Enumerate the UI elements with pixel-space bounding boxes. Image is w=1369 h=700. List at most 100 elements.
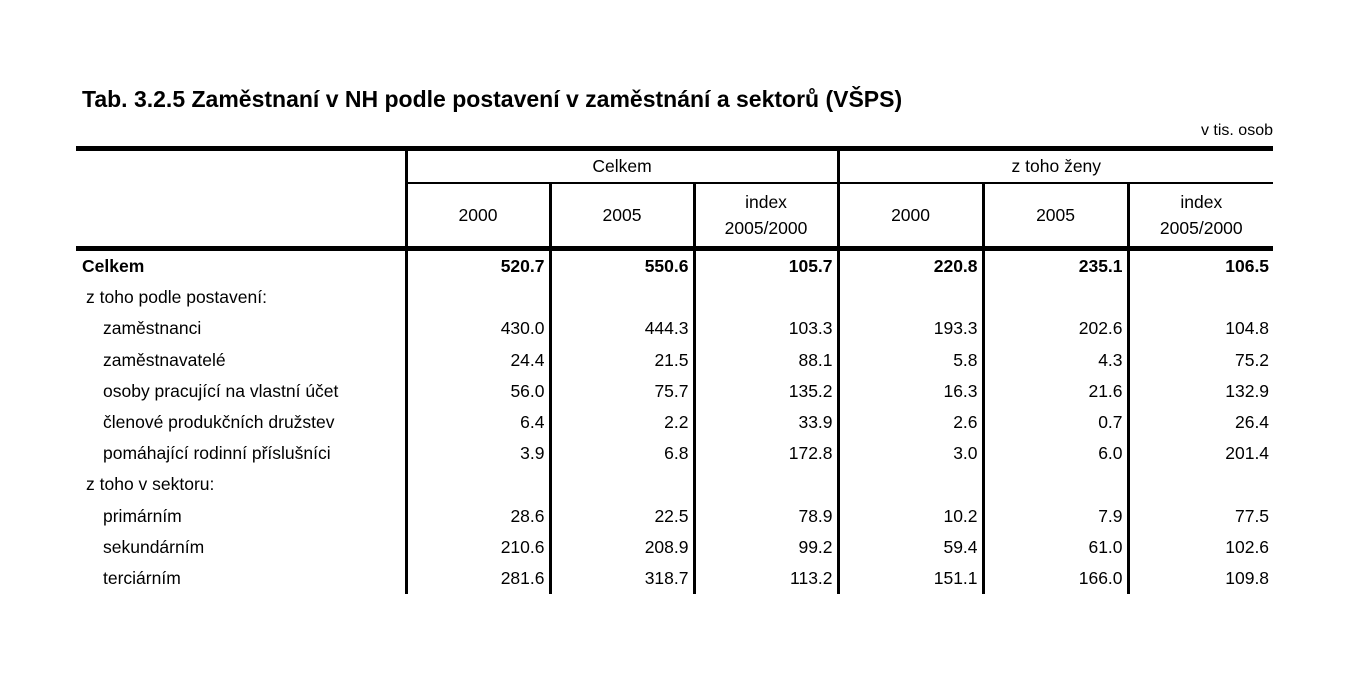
table-row: z toho v sektoru: xyxy=(76,469,1274,501)
cell-value xyxy=(548,469,694,501)
row-label: sekundárním xyxy=(103,536,205,557)
cell-value xyxy=(692,469,839,501)
cell-value xyxy=(548,282,694,314)
group-header-celkem: Celkem xyxy=(404,146,839,184)
cell-value: 61.0 xyxy=(981,531,1129,563)
cell-value: 21.6 xyxy=(981,375,1129,407)
cell-value: 220.8 xyxy=(836,248,984,283)
cell-value: 109.8 xyxy=(1126,562,1274,595)
cell-value: 113.2 xyxy=(692,562,839,595)
cell-value: 103.3 xyxy=(692,313,839,345)
cell-value xyxy=(692,282,839,314)
row-label: terciárním xyxy=(103,567,181,588)
table-row: terciárním 281.6 318.7 113.2 151.1 166.0 109.8 xyxy=(76,562,1274,595)
cell-value: 77.5 xyxy=(1126,500,1274,532)
cell-value: 151.1 xyxy=(836,562,984,595)
cell-value xyxy=(1126,469,1274,501)
group-header-zeny: z toho ženy xyxy=(836,146,1274,184)
cell-value: 56.0 xyxy=(404,375,550,407)
cell-value: 235.1 xyxy=(981,248,1129,283)
cell-value: 78.9 xyxy=(692,500,839,532)
table-row: sekundárním 210.6 208.9 99.2 59.4 61.0 102.6 xyxy=(76,531,1274,563)
cell-value: 10.2 xyxy=(836,500,984,532)
group-header-row: Celkem z toho ženy xyxy=(76,146,1274,251)
cell-value: 281.6 xyxy=(404,562,550,595)
cell-value: 6.8 xyxy=(548,438,694,470)
cell-value: 99.2 xyxy=(692,531,839,563)
cell-value: 88.1 xyxy=(692,344,839,376)
cell-value: 4.3 xyxy=(981,344,1129,376)
cell-value: 2.6 xyxy=(836,406,984,439)
cell-value: 75.7 xyxy=(548,375,694,407)
cell-value: 16.3 xyxy=(836,375,984,407)
cell-value: 210.6 xyxy=(404,531,550,563)
table-row: členové produkčních družstev 6.4 2.2 33.9 2.… xyxy=(76,406,1274,439)
cell-value: 22.5 xyxy=(548,500,694,532)
row-label: Celkem xyxy=(82,256,145,277)
cell-value: 3.0 xyxy=(836,438,984,470)
cell-value xyxy=(981,282,1129,314)
table-row: osoby pracující na vlastní účet 56.0 75.7 1… xyxy=(76,375,1274,407)
row-label: pomáhající rodinní příslušníci xyxy=(103,443,331,464)
cell-value: 24.4 xyxy=(404,344,550,376)
column-header: index 2005/2000 xyxy=(692,183,839,251)
column-header: 2000 xyxy=(404,183,550,251)
row-label: členové produkčních družstev xyxy=(103,412,335,433)
column-header: 2005 xyxy=(548,183,694,251)
cell-value xyxy=(836,282,984,314)
table-row: primárním 28.6 22.5 78.9 10.2 7.9 77.5 xyxy=(76,500,1274,532)
cell-value: 430.0 xyxy=(404,313,550,345)
cell-value: 2.2 xyxy=(548,406,694,439)
cell-value: 106.5 xyxy=(1126,248,1274,283)
column-header: 2005 xyxy=(981,183,1129,251)
cell-value: 135.2 xyxy=(692,375,839,407)
column-header: 2000 xyxy=(836,183,984,251)
cell-value: 21.5 xyxy=(548,344,694,376)
cell-value: 208.9 xyxy=(548,531,694,563)
cell-value: 104.8 xyxy=(1126,313,1274,345)
cell-value: 132.9 xyxy=(1126,375,1274,407)
cell-value: 28.6 xyxy=(404,500,550,532)
cell-value: 7.9 xyxy=(981,500,1129,532)
cell-value: 201.4 xyxy=(1126,438,1274,470)
cell-value xyxy=(404,282,550,314)
unit-label: v tis. osob xyxy=(1200,122,1273,139)
data-table: Celkem z toho ženy 2000 2005 index 2005/2… xyxy=(76,146,1274,595)
row-label: zaměstnavatelé xyxy=(103,349,226,370)
cell-value: 550.6 xyxy=(548,248,694,283)
column-header-row: 2000 2005 index 2005/2000 2000 2005 index… xyxy=(76,183,1274,251)
table-row: pomáhající rodinní příslušníci 3.9 6.8 172.… xyxy=(76,438,1274,470)
cell-value: 105.7 xyxy=(692,248,839,283)
column-header: index 2005/2000 xyxy=(1126,183,1274,251)
cell-value: 59.4 xyxy=(836,531,984,563)
cell-value: 5.8 xyxy=(836,344,984,376)
total-row: Celkem 520.7 550.6 105.7 220.8 235.1 106.5 xyxy=(76,248,1274,283)
stub-header xyxy=(76,146,406,251)
table-row: z toho podle postavení: xyxy=(76,282,1274,314)
cell-value: 166.0 xyxy=(981,562,1129,595)
table-title: Tab. 3.2.5 Zaměstnaní v NH podle postave… xyxy=(82,86,903,112)
cell-value: 202.6 xyxy=(981,313,1129,345)
cell-value: 0.7 xyxy=(981,406,1129,439)
cell-value: 3.9 xyxy=(404,438,550,470)
row-label: zaměstnanci xyxy=(103,318,202,339)
row-label: z toho v sektoru: xyxy=(86,474,215,495)
cell-value: 172.8 xyxy=(692,438,839,470)
cell-value: 6.4 xyxy=(404,406,550,439)
cell-value: 6.0 xyxy=(981,438,1129,470)
row-label: primárním xyxy=(103,505,182,526)
cell-value xyxy=(404,469,550,501)
cell-value: 102.6 xyxy=(1126,531,1274,563)
table-row: zaměstnavatelé 24.4 21.5 88.1 5.8 4.3 75.2 xyxy=(76,344,1274,376)
cell-value: 26.4 xyxy=(1126,406,1274,439)
cell-value: 33.9 xyxy=(692,406,839,439)
table-row: zaměstnanci 430.0 444.3 103.3 193.3 202.6 104.… xyxy=(76,313,1274,345)
cell-value xyxy=(981,469,1129,501)
cell-value xyxy=(836,469,984,501)
row-label: osoby pracující na vlastní účet xyxy=(103,380,339,401)
cell-value xyxy=(1126,282,1274,314)
cell-value: 318.7 xyxy=(548,562,694,595)
cell-value: 193.3 xyxy=(836,313,984,345)
cell-value: 520.7 xyxy=(404,248,550,283)
cell-value: 75.2 xyxy=(1126,344,1274,376)
